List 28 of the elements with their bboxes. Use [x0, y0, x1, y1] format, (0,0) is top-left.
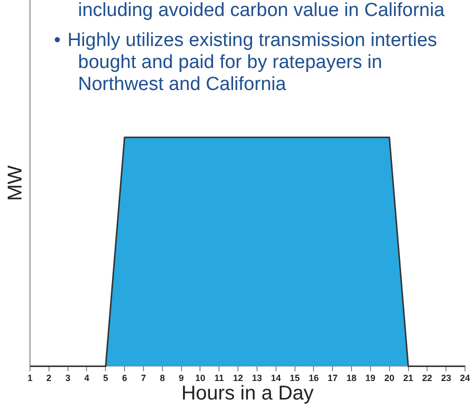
x-tick-label: 17: [328, 373, 338, 384]
x-tick-label: 4: [84, 373, 90, 384]
x-tick-label: 14: [270, 373, 281, 384]
x-tick-label: 18: [346, 373, 357, 384]
x-tick-label: 6: [122, 373, 128, 384]
x-tick-label: 21: [403, 373, 414, 384]
x-tick-label: 8: [160, 373, 165, 384]
x-tick-label: 22: [422, 373, 432, 384]
x-tick-label: 16: [308, 373, 319, 384]
y-axis-title: MW: [4, 165, 27, 201]
x-tick-label: 10: [195, 373, 206, 384]
x-axis-title: Hours in a Day: [181, 382, 314, 405]
x-tick-label: 15: [290, 373, 300, 384]
x-tick-label: 1: [27, 373, 33, 384]
x-tick-label: 20: [384, 373, 394, 384]
x-tick-label: 13: [252, 373, 262, 384]
x-tick-label: 24: [460, 373, 470, 384]
text: • Highly utilizes existing transmission interties bought and paid for by ratepayers in Northwest and California: [54, 30, 438, 96]
text: including avoided carbon value in California: [78, 0, 446, 22]
x-tick-label: 7: [140, 373, 146, 384]
x-tick-label: 23: [441, 373, 452, 384]
x-tick-label: 11: [214, 373, 224, 384]
x-tick-label: 5: [103, 373, 108, 384]
x-tick-label: 9: [178, 373, 184, 384]
x-tick-label: 3: [65, 373, 70, 384]
x-tick-label: 19: [365, 373, 376, 384]
x-tick-label: 2: [46, 373, 52, 384]
x-tick-label: 12: [233, 373, 244, 384]
